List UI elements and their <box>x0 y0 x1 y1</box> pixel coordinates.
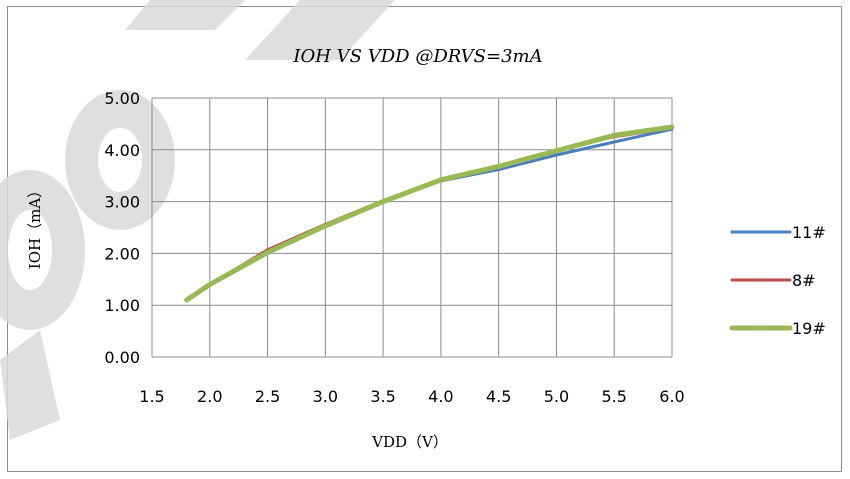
x-tick-label: 3.5 <box>370 387 395 406</box>
chart-frame <box>7 6 842 472</box>
series-line-11 <box>185 127 674 302</box>
y-tick-label: 5.00 <box>104 89 140 108</box>
y-tick-label: 3.00 <box>104 193 140 212</box>
x-tick-label: 5.5 <box>601 387 626 406</box>
y-tick-label: 0.00 <box>104 348 140 367</box>
x-tick-label: 5.0 <box>544 387 569 406</box>
series-line-19 <box>184 124 675 303</box>
chart-title: IOH VS VDD @DRVS=3mA <box>292 46 542 67</box>
watermark <box>0 0 395 440</box>
grid <box>151 97 673 358</box>
x-tick-label: 4.0 <box>428 387 453 406</box>
series-lines <box>184 124 675 303</box>
x-tick-label: 2.0 <box>197 387 222 406</box>
x-tick-label: 3.0 <box>313 387 338 406</box>
x-tick-label: 4.5 <box>486 387 511 406</box>
x-tick-label: 6.0 <box>659 387 684 406</box>
y-axis-label: IOH（mA） <box>26 183 44 269</box>
x-axis-label: VDD（V） <box>371 433 448 451</box>
y-tick-labels: 0.00 1.00 2.00 3.00 4.00 5.00 <box>104 89 140 367</box>
series-line-8 <box>185 126 674 302</box>
legend-label: 11# <box>792 223 826 242</box>
x-tick-label: 2.5 <box>255 387 280 406</box>
x-tick-labels: 1.5 2.0 2.5 3.0 3.5 4.0 4.5 5.0 5.5 6.0 <box>139 387 684 406</box>
y-tick-label: 1.00 <box>104 296 140 315</box>
x-tick-label: 1.5 <box>139 387 164 406</box>
y-tick-label: 2.00 <box>104 244 140 263</box>
legend-label: 8# <box>792 271 816 290</box>
legend-label: 19# <box>792 319 826 338</box>
legend: 11# 8# 19# <box>729 223 826 338</box>
y-tick-label: 4.00 <box>104 141 140 160</box>
